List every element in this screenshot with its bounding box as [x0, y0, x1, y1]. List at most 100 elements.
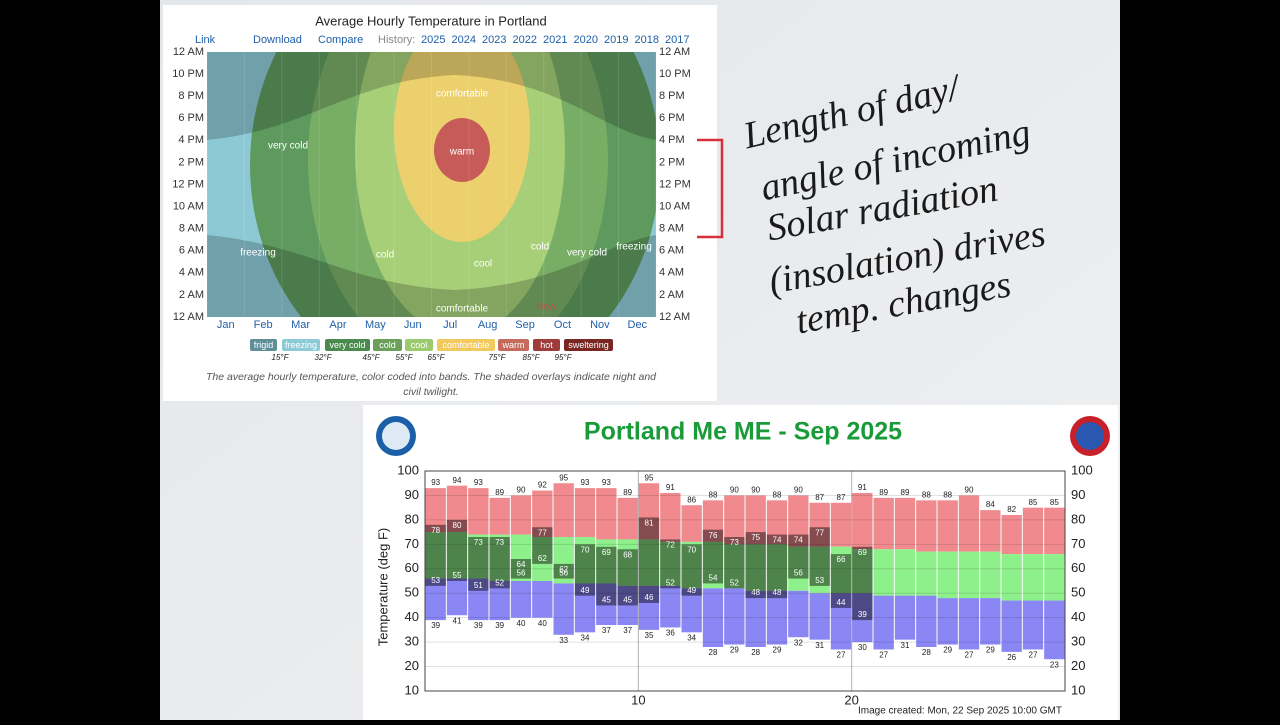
record-high-label: 90: [751, 486, 760, 495]
legend-temp: 75°F: [489, 353, 507, 362]
plot-frame: [424, 470, 1066, 692]
observed-high-label: 68: [623, 550, 632, 559]
observed-range: [702, 529, 724, 584]
observed-high-label: 77: [815, 528, 824, 537]
nav-link[interactable]: Download: [253, 34, 302, 46]
history-year[interactable]: 2018: [635, 34, 659, 46]
y-tick-label: 80: [405, 511, 419, 526]
now-marker: Now: [536, 302, 557, 313]
normal-range: [937, 551, 958, 599]
nav-link[interactable]: Link: [195, 34, 216, 46]
hour-label: 6 AM: [179, 245, 204, 257]
history-year[interactable]: 2020: [574, 34, 598, 46]
hour-label: 10 AM: [173, 200, 204, 212]
history-year[interactable]: 2025: [421, 34, 445, 46]
legend-label: very cold: [329, 340, 365, 350]
record-low-range: [1001, 600, 1022, 652]
record-high-range: [660, 493, 681, 542]
record-low-range: [1022, 600, 1044, 650]
record-high-range: [1022, 507, 1044, 555]
hour-label: 6 PM: [659, 112, 685, 124]
record-low-label: 31: [815, 641, 824, 650]
normal-range: [724, 544, 745, 589]
record-low-range: [788, 590, 809, 638]
band-label: cold: [376, 250, 394, 261]
record-high-range: [425, 488, 446, 533]
record-high-range: [873, 497, 894, 550]
hour-label: 10 PM: [172, 68, 204, 80]
record-high-label: 90: [730, 486, 739, 495]
nav-link[interactable]: Compare: [318, 34, 363, 46]
observed-low-label: 51: [474, 581, 483, 590]
record-low-label: 35: [645, 631, 654, 640]
observed-low-label: 44: [837, 598, 846, 607]
history-year[interactable]: 2022: [513, 34, 537, 46]
legend-swatch: [533, 339, 560, 351]
observed-low-label: 45: [602, 596, 611, 605]
normal-range: [574, 537, 596, 584]
record-high-label: 89: [879, 488, 888, 497]
observed-range: [681, 544, 702, 596]
record-high-range: [1001, 515, 1022, 555]
record-high-label: 86: [687, 495, 696, 504]
record-high-range: [937, 500, 958, 552]
history-year[interactable]: 2024: [452, 34, 476, 46]
y-tick-label: 20: [1071, 658, 1085, 673]
band-label: cold: [531, 242, 549, 253]
legend-label: frigid: [254, 340, 274, 350]
legend-swatch: [564, 339, 613, 351]
y-tick-label: 10: [405, 682, 419, 697]
record-low-range: [702, 588, 724, 647]
observed-low-label: 48: [751, 588, 760, 597]
observed-range: [574, 544, 596, 596]
record-high-range: [510, 495, 532, 535]
record-low-label: 31: [901, 641, 910, 650]
history-year[interactable]: 2021: [543, 34, 567, 46]
month-label: Nov: [590, 319, 610, 331]
normal-range: [510, 534, 532, 581]
history-year[interactable]: 2023: [482, 34, 506, 46]
legend-label: sweltering: [568, 340, 609, 350]
hour-label: 12 AM: [659, 46, 690, 58]
record-low-range: [745, 590, 766, 647]
record-low-label: 29: [986, 646, 995, 655]
history-year[interactable]: 2019: [604, 34, 628, 46]
y-tick-label: 80: [1071, 511, 1085, 526]
y-tick-label: 30: [405, 634, 419, 649]
record-high-range: [894, 497, 916, 550]
observed-range: [553, 563, 574, 579]
record-low-range: [894, 595, 916, 640]
record-low-range: [425, 578, 446, 621]
hour-label: 2 AM: [659, 289, 684, 301]
record-low-label: 27: [965, 651, 974, 660]
observed-range: [852, 546, 873, 621]
observed-range: [510, 559, 532, 579]
record-low-range: [553, 583, 574, 635]
observed-low-label: 62: [538, 554, 547, 563]
y-tick-label: 50: [1071, 585, 1085, 600]
legend-label: cool: [411, 340, 428, 350]
normal-range: [894, 549, 916, 596]
record-high-label: 85: [1050, 498, 1059, 507]
y-tick-label: 50: [405, 585, 419, 600]
observed-low-label: 39: [858, 610, 867, 619]
observed-high-label: 73: [474, 538, 483, 547]
hour-label: 12 PM: [659, 178, 691, 190]
history-year[interactable]: 2017: [665, 34, 689, 46]
y-tick-label: 30: [1071, 634, 1085, 649]
record-high-label: 89: [495, 488, 504, 497]
record-low-label: 37: [602, 626, 611, 635]
record-low-range: [574, 583, 596, 633]
observed-low-label: 56: [559, 569, 568, 578]
record-low-label: 26: [1007, 653, 1016, 662]
record-high-label: 84: [986, 500, 995, 509]
y-tick-label: 100: [1071, 462, 1093, 477]
record-high-range: [489, 497, 510, 535]
record-high-range: [1044, 507, 1065, 555]
band-label: very cold: [567, 248, 607, 259]
month-label: May: [365, 319, 386, 331]
observed-high-label: 77: [538, 528, 547, 537]
normal-range: [766, 544, 788, 591]
month-label: Jul: [443, 319, 457, 331]
record-high-range: [617, 497, 638, 540]
